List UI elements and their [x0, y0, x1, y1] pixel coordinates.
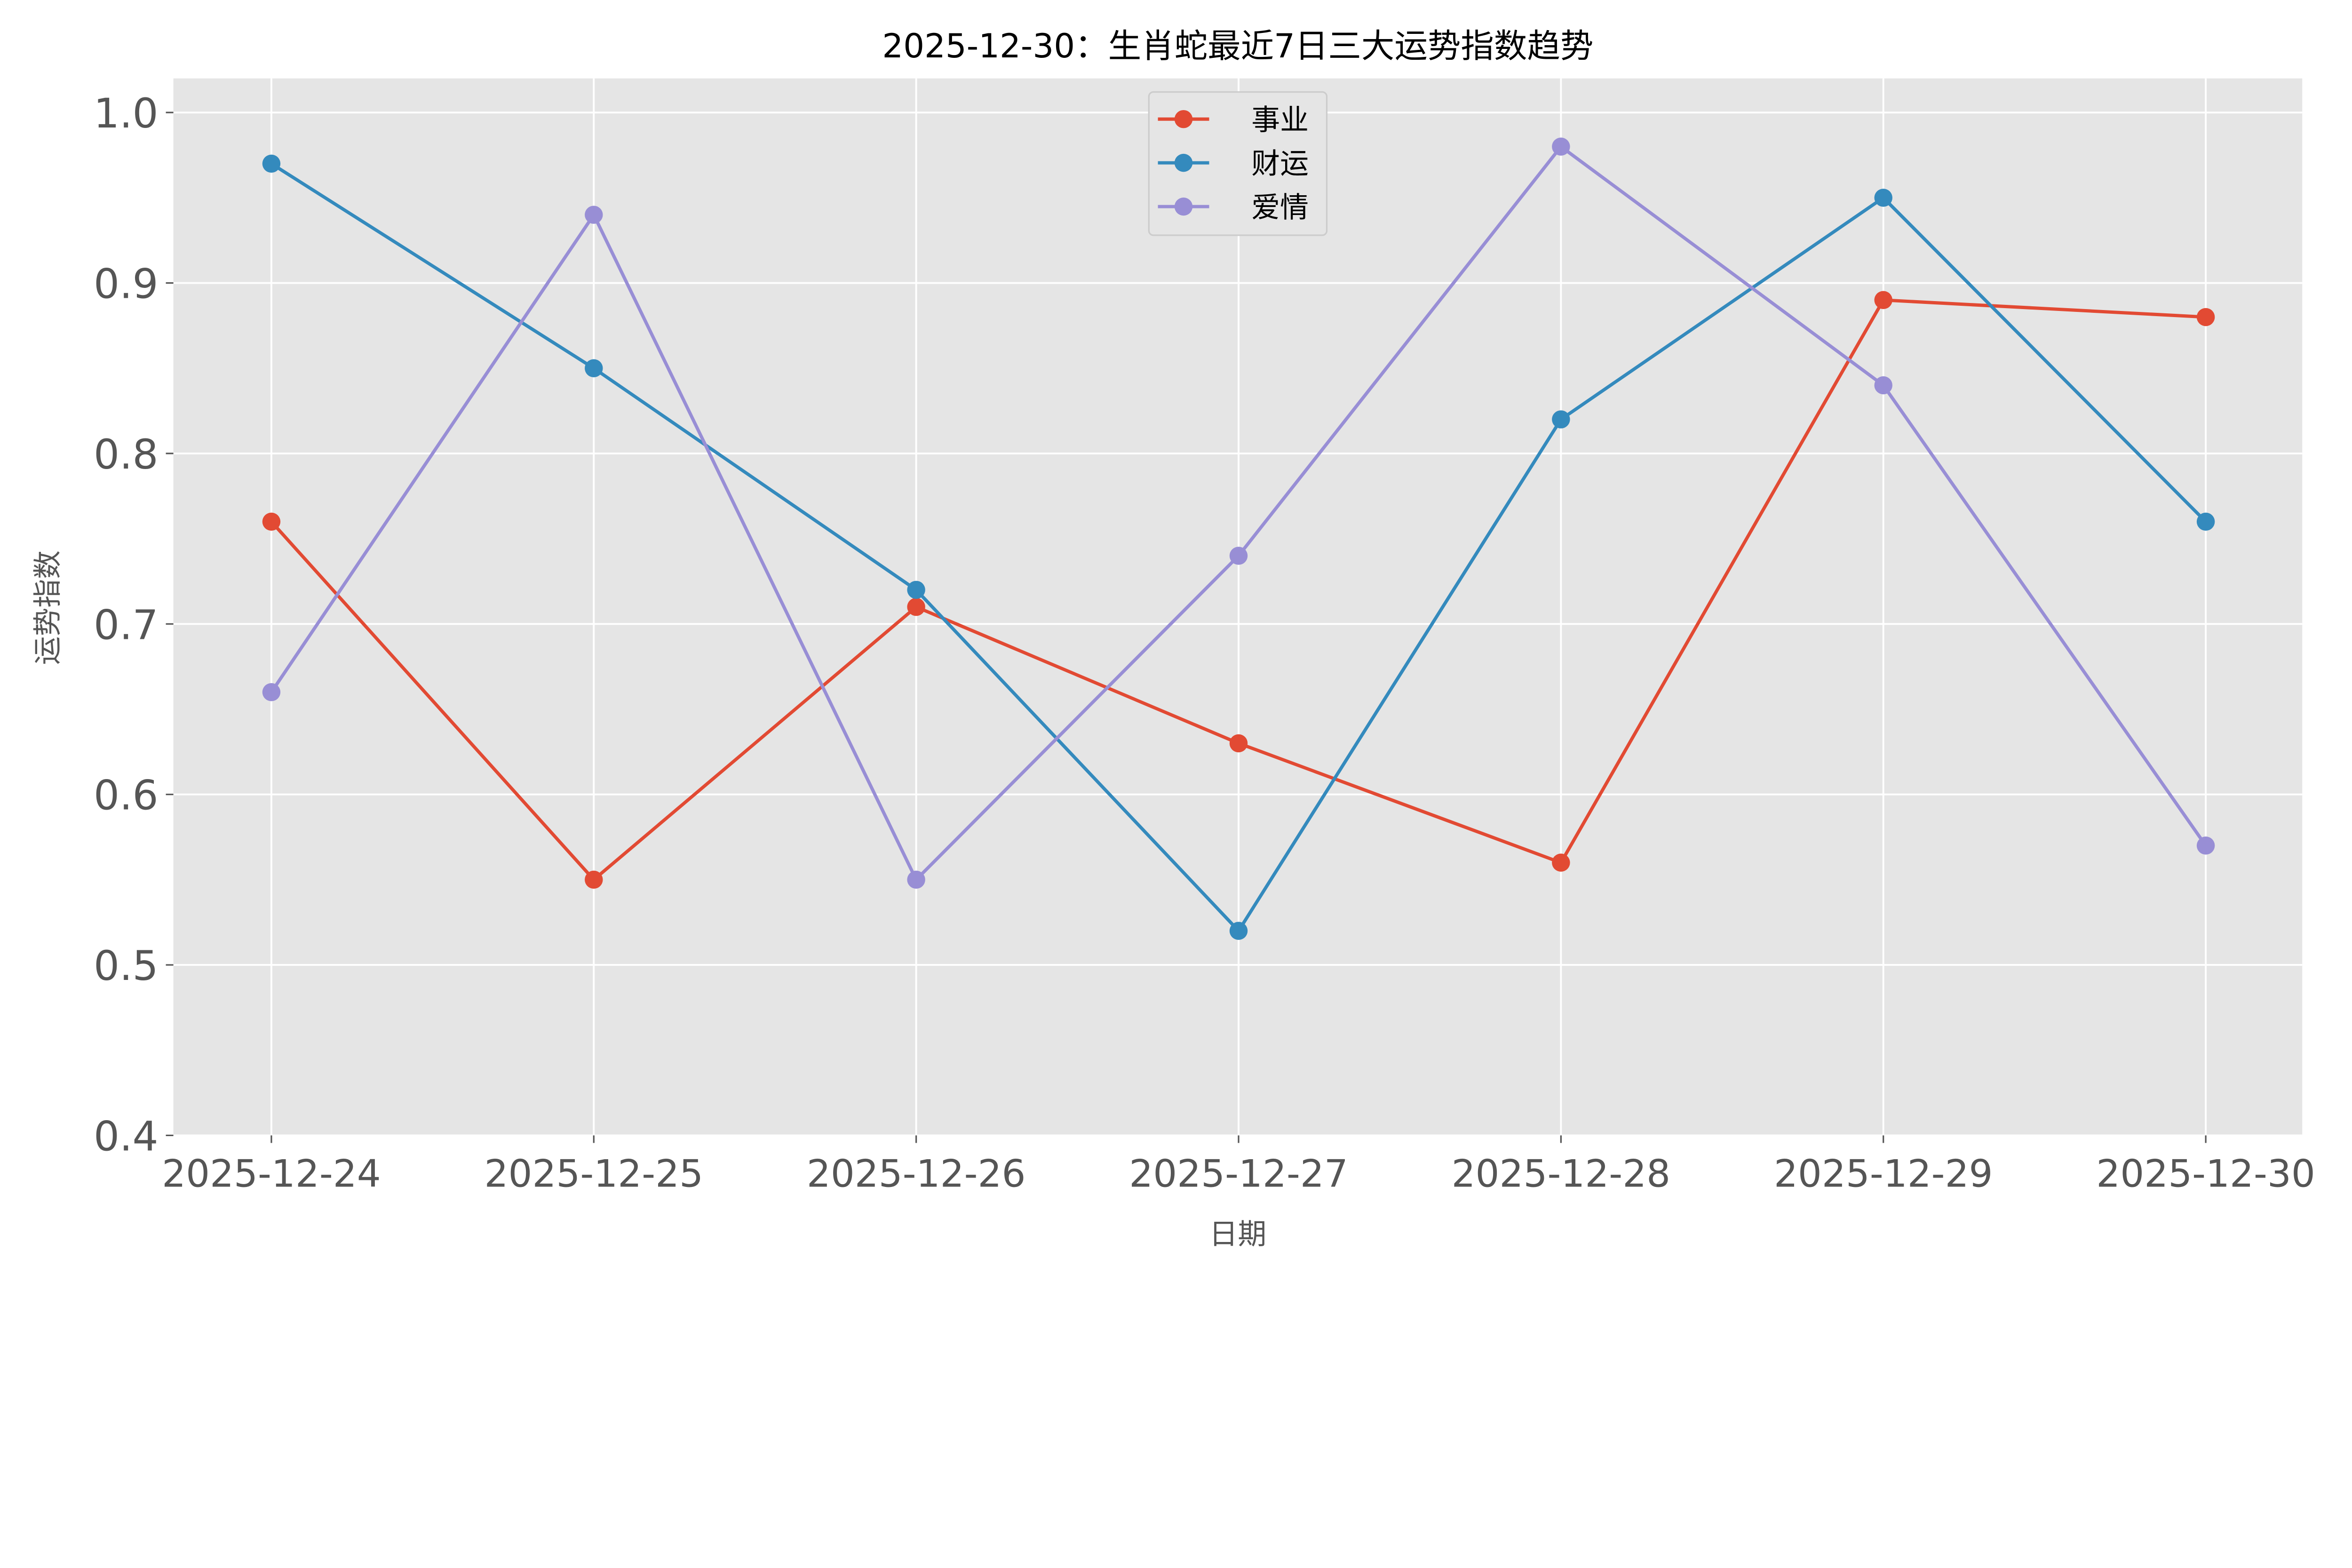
data-point [1552, 853, 1570, 872]
data-point [2196, 308, 2215, 326]
legend-label: 财运 [1251, 147, 1309, 181]
series-1 [262, 291, 2215, 889]
series-3 [262, 137, 2215, 889]
data-point [907, 597, 925, 616]
legend-box [1148, 91, 1328, 236]
y-axis: 0.4 0.5 0.6 0.7 0.8 0.9 1.0 [94, 90, 174, 1161]
data-point [1874, 291, 1892, 309]
x-tick-label: 2025-12-25 [485, 1152, 704, 1195]
data-point [1552, 137, 1570, 156]
series-group [262, 137, 2215, 940]
y-tick-label: 0.4 [94, 1114, 159, 1161]
x-tick-label: 2025-12-27 [1129, 1152, 1348, 1195]
data-point [585, 870, 603, 889]
data-point [585, 206, 603, 224]
data-point [2196, 512, 2215, 531]
y-tick-label: 1.0 [94, 90, 159, 137]
line-chart: 2025-12-30：生肖蛇最近7日三大运势指数趋势 0.40.50.60.70… [31, 27, 2315, 1251]
y-tick-label: 0.6 [94, 772, 159, 820]
data-point [907, 870, 925, 889]
x-axis-label: 日期 [1209, 1218, 1267, 1251]
data-point [1874, 189, 1892, 207]
data-point [1229, 547, 1248, 565]
y-tick-label: 0.5 [94, 943, 159, 990]
x-tick-label: 2025-12-30 [2096, 1152, 2315, 1195]
data-point [1874, 376, 1892, 395]
y-axis-label: 运势指数 [31, 550, 64, 665]
x-tick-label: 2025-12-29 [1774, 1152, 1993, 1195]
data-point [907, 581, 925, 599]
x-axis: 2025-12-24 2025-12-25 2025-12-26 2025-12-27… [162, 1135, 2315, 1195]
chart-title: 2025-12-30：生肖蛇最近7日三大运势指数趋势 [882, 27, 1593, 65]
x-tick-label: 2025-12-28 [1452, 1152, 1671, 1195]
x-tick-label: 2025-12-26 [807, 1152, 1026, 1195]
legend-label: 爱情 [1251, 191, 1309, 224]
series-2 [262, 154, 2215, 940]
data-point [1229, 922, 1248, 940]
data-point [1552, 410, 1570, 429]
data-point [1229, 734, 1248, 753]
legend-marker [1174, 110, 1193, 128]
data-point [2196, 836, 2215, 855]
y-tick-label: 0.8 [94, 431, 159, 478]
legend-label: 事业 [1251, 103, 1309, 137]
data-point [585, 359, 603, 377]
data-point [262, 154, 281, 173]
y-tick-label: 0.7 [94, 602, 159, 649]
legend-marker [1174, 153, 1193, 172]
y-tick-label: 0.9 [94, 261, 159, 308]
x-tick-label: 2025-12-24 [162, 1152, 381, 1195]
data-point [262, 512, 281, 531]
data-point [262, 683, 281, 701]
legend-marker [1174, 197, 1193, 216]
